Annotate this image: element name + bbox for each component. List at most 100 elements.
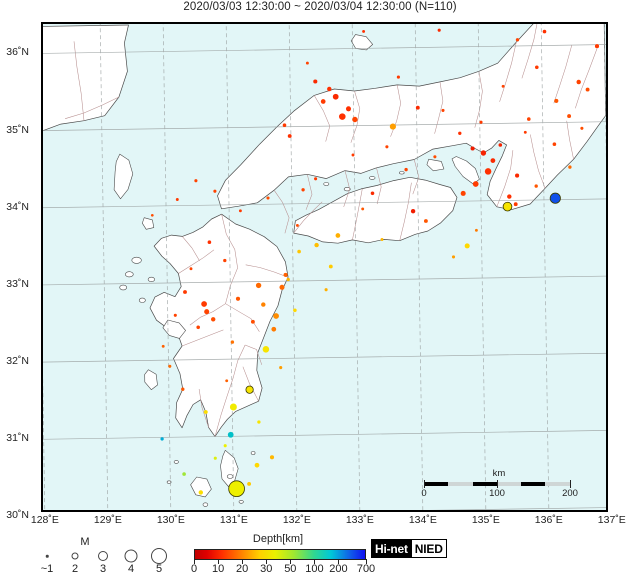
earthquake-marker xyxy=(293,308,297,313)
earthquake-marker xyxy=(396,75,400,79)
scale-bar-tick xyxy=(570,480,571,488)
earthquake-marker xyxy=(150,213,154,217)
earthquake-marker xyxy=(227,431,234,438)
earthquake-marker xyxy=(261,302,266,307)
depth-legend-tick xyxy=(194,559,195,564)
earthquake-marker xyxy=(552,142,557,146)
earthquake-marker xyxy=(362,29,366,33)
earthquake-marker xyxy=(213,189,217,193)
longitude-tick-label: 135˚E xyxy=(471,514,500,526)
magnitude-legend-symbol xyxy=(45,554,49,558)
scale-bar-label: 100 xyxy=(489,488,505,499)
earthquake-marker xyxy=(295,223,299,227)
map-graphics xyxy=(41,22,608,512)
earthquake-marker xyxy=(230,340,235,344)
earthquake-marker xyxy=(194,179,198,183)
earthquake-marker xyxy=(160,437,164,441)
scale-bar-segment xyxy=(497,482,521,486)
earthquake-marker xyxy=(183,290,187,294)
depth-legend-label: 50 xyxy=(284,563,297,575)
earthquake-marker xyxy=(380,238,384,241)
earthquake-marker xyxy=(207,240,212,244)
magnitude-legend-label: 4 xyxy=(127,563,135,575)
earthquake-marker xyxy=(460,190,466,196)
earthquake-marker xyxy=(335,233,341,238)
magnitude-legend-label: ~1 xyxy=(40,563,54,575)
earthquake-marker xyxy=(423,219,428,223)
earthquake-marker xyxy=(203,410,208,414)
depth-legend-label: 200 xyxy=(329,563,348,575)
longitude-tick-label: 137˚E xyxy=(597,514,626,526)
earthquake-marker xyxy=(474,228,478,232)
map-panel[interactable] xyxy=(41,22,608,512)
earthquake-marker xyxy=(210,317,216,322)
depth-legend-tick xyxy=(314,559,316,564)
earthquake-marker xyxy=(437,28,441,32)
earthquake-marker xyxy=(182,472,186,476)
earthquake-marker xyxy=(515,38,520,42)
earthquake-marker xyxy=(502,201,513,212)
earthquake-marker xyxy=(161,344,165,348)
earthquake-marker xyxy=(507,194,512,199)
earthquake-marker xyxy=(313,79,318,84)
earthquake-marker xyxy=(223,444,227,448)
earthquake-marker xyxy=(271,326,277,332)
depth-legend-tick xyxy=(290,559,292,564)
depth-colorbar xyxy=(194,549,366,560)
earthquake-marker xyxy=(257,420,261,424)
latitude-tick-label: 34˚N xyxy=(6,200,29,213)
longitude-tick-label: 128˚E xyxy=(30,514,59,526)
earthquake-marker xyxy=(279,366,283,370)
earthquake-marker xyxy=(213,456,217,460)
latitude-tick-label: 31˚N xyxy=(6,432,29,445)
earthquake-marker xyxy=(245,385,254,394)
earthquake-marker xyxy=(472,181,479,187)
earthquake-marker xyxy=(301,188,305,192)
earthquake-marker xyxy=(498,143,503,147)
logo-nied-text: NIED xyxy=(410,540,446,557)
earthquake-marker xyxy=(255,282,262,289)
depth-legend-tick xyxy=(218,559,220,564)
earthquake-marker xyxy=(470,146,475,151)
earthquake-marker xyxy=(279,284,285,290)
latitude-tick-label: 35˚N xyxy=(6,123,29,136)
depth-legend-tick xyxy=(242,559,244,564)
earthquake-marker xyxy=(282,123,287,127)
earthquake-marker xyxy=(339,113,346,120)
earthquake-marker xyxy=(404,167,408,172)
magnitude-legend-title: M xyxy=(80,536,90,548)
scale-bar: km 0 100 200 xyxy=(421,468,578,502)
earthquake-marker xyxy=(173,313,177,317)
scale-bar-segment xyxy=(473,482,497,486)
longitude-tick-label: 131˚E xyxy=(219,514,248,526)
map-canvas[interactable] xyxy=(41,22,608,512)
depth-legend-label: 30 xyxy=(260,563,273,575)
scale-bar-tick xyxy=(497,480,498,488)
hinet-nied-logo: Hi-net NIED xyxy=(371,539,447,558)
earthquake-marker xyxy=(204,309,210,315)
earthquake-marker xyxy=(389,123,396,130)
earthquake-marker xyxy=(327,86,332,92)
earthquake-marker xyxy=(223,258,227,263)
earthquake-marker xyxy=(196,325,200,330)
earthquake-marker xyxy=(189,267,193,271)
earthquake-marker xyxy=(370,191,375,196)
earthquake-marker xyxy=(480,150,487,156)
logo-hinet-text: Hi-net xyxy=(372,540,411,557)
depth-legend-tick xyxy=(338,559,340,564)
earthquake-marker xyxy=(576,79,581,85)
latitude-tick-label: 30˚N xyxy=(6,509,29,522)
earthquake-marker xyxy=(201,301,207,307)
earthquake-marker xyxy=(585,87,590,92)
magnitude-legend-label: 5 xyxy=(155,563,163,575)
scale-bar-caption: km xyxy=(492,468,506,479)
earthquake-marker xyxy=(324,288,328,292)
depth-legend-title: Depth[km] xyxy=(252,533,304,545)
earthquake-marker xyxy=(328,264,333,269)
earthquake-marker xyxy=(175,198,179,201)
earthquake-marker xyxy=(229,403,237,411)
magnitude-legend-symbol xyxy=(151,548,167,564)
earthquake-marker xyxy=(287,134,292,138)
earthquake-marker xyxy=(262,346,270,353)
